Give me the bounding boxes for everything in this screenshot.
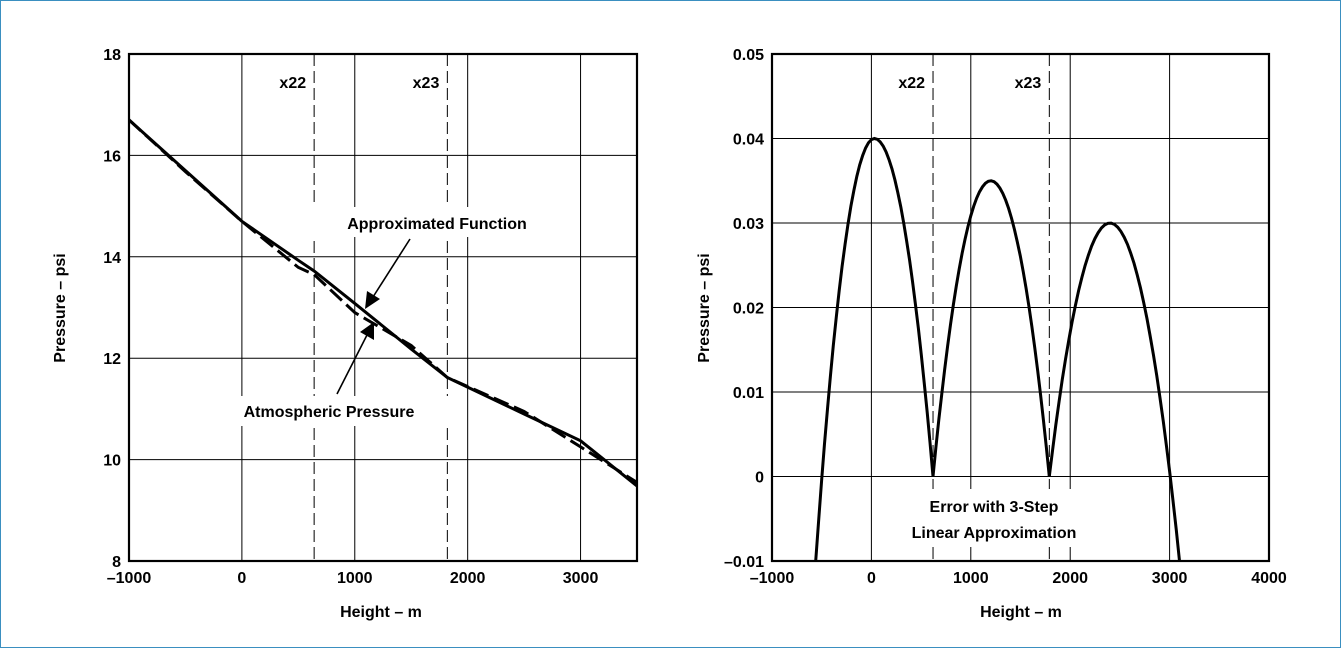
left-x-axis-title: Height – m xyxy=(340,604,422,621)
r-xtick-label-4: 3000 xyxy=(1152,570,1188,587)
r-marker-label-0: x22 xyxy=(898,75,925,92)
left-atm-arrowhead xyxy=(360,322,374,340)
left-atm-label: Atmospheric Pressure xyxy=(244,404,415,421)
right-error-arc-0 xyxy=(814,136,935,562)
left-marker-labels: x22 x23 xyxy=(279,75,439,92)
left-step-markers xyxy=(313,54,448,561)
l-marker-label-0: x22 xyxy=(279,75,306,92)
right-gridlines xyxy=(772,54,1269,561)
left-series xyxy=(127,118,638,488)
left-approx-label-bg xyxy=(309,207,565,237)
r-ytick-label-6: 0.05 xyxy=(733,47,764,64)
right-error-label-line1: Error with 3-Step xyxy=(930,499,1059,516)
right-error-label-bg xyxy=(877,489,1113,547)
r-ytick-label-2: 0.01 xyxy=(733,385,764,402)
left-approx-arrow xyxy=(372,238,411,298)
l-xtick-label-4: 3000 xyxy=(563,570,599,587)
r-ytick-label-0: –0.01 xyxy=(724,554,764,571)
left-y-axis-title: Pressure – psi xyxy=(52,253,69,362)
left-approx-label: Approximated Function xyxy=(347,216,527,233)
right-y-axis-title: Pressure – psi xyxy=(696,253,713,362)
l-xtick-label-3: 2000 xyxy=(450,570,486,587)
left-atm-label-bg xyxy=(207,396,451,426)
l-marker-label-1: x23 xyxy=(413,75,440,92)
left-approx-arrowhead xyxy=(365,291,380,309)
right-y-tick-labels: –0.01 0 0.01 0.02 0.03 0.04 0.05 xyxy=(724,47,764,571)
l-ytick-label-1: 10 xyxy=(103,453,121,470)
right-plot-border xyxy=(770,52,1271,563)
r-xtick-label-0: –1000 xyxy=(750,570,795,587)
l-xtick-label-2: 1000 xyxy=(337,570,373,587)
right-x-axis-title: Height – m xyxy=(980,604,1062,621)
l-ytick-label-3: 14 xyxy=(103,250,121,267)
left-series-line-0 xyxy=(127,118,638,488)
left-y-tick-labels: 8 10 12 14 16 18 xyxy=(103,47,121,571)
l-ytick-label-2: 12 xyxy=(103,351,121,368)
left-atm-arrow xyxy=(336,334,368,395)
l-ytick-label-4: 16 xyxy=(103,148,121,165)
r-ytick-label-4: 0.03 xyxy=(733,216,764,233)
r-ytick-label-3: 0.02 xyxy=(733,301,764,318)
left-plot-border xyxy=(127,52,639,563)
left-series-line-1 xyxy=(127,118,638,484)
right-error-arc-1 xyxy=(931,179,1051,477)
r-xtick-label-1: 0 xyxy=(867,570,876,587)
r-xtick-label-3: 2000 xyxy=(1052,570,1088,587)
right-series xyxy=(814,136,1181,562)
r-ytick-label-5: 0.04 xyxy=(733,132,764,149)
r-ytick-label-1: 0 xyxy=(755,470,764,487)
right-chart: –1000 0 1000 2000 3000 4000 –0.01 0 0.01 0.02 0.0… xyxy=(696,47,1287,621)
right-error-arc-2 xyxy=(1047,221,1181,562)
right-x-tick-labels: –1000 0 1000 2000 3000 4000 xyxy=(750,570,1287,587)
l-ytick-label-5: 18 xyxy=(103,47,121,64)
l-xtick-label-1: 0 xyxy=(237,570,246,587)
right-error-label-line2: Linear Approximation xyxy=(912,525,1077,542)
r-xtick-label-5: 4000 xyxy=(1251,570,1287,587)
l-ytick-label-0: 8 xyxy=(112,554,121,571)
r-marker-label-1: x23 xyxy=(1015,75,1042,92)
right-marker-labels: x22 x23 xyxy=(898,75,1041,92)
left-x-tick-labels: –1000 0 1000 2000 3000 xyxy=(107,570,599,587)
l-xtick-label-0: –1000 xyxy=(107,570,152,587)
left-chart: –1000 0 1000 2000 3000 8 10 12 14 16 18 x22 x23 Ap… xyxy=(52,47,639,621)
r-xtick-label-2: 1000 xyxy=(953,570,989,587)
left-gridlines xyxy=(129,54,637,561)
